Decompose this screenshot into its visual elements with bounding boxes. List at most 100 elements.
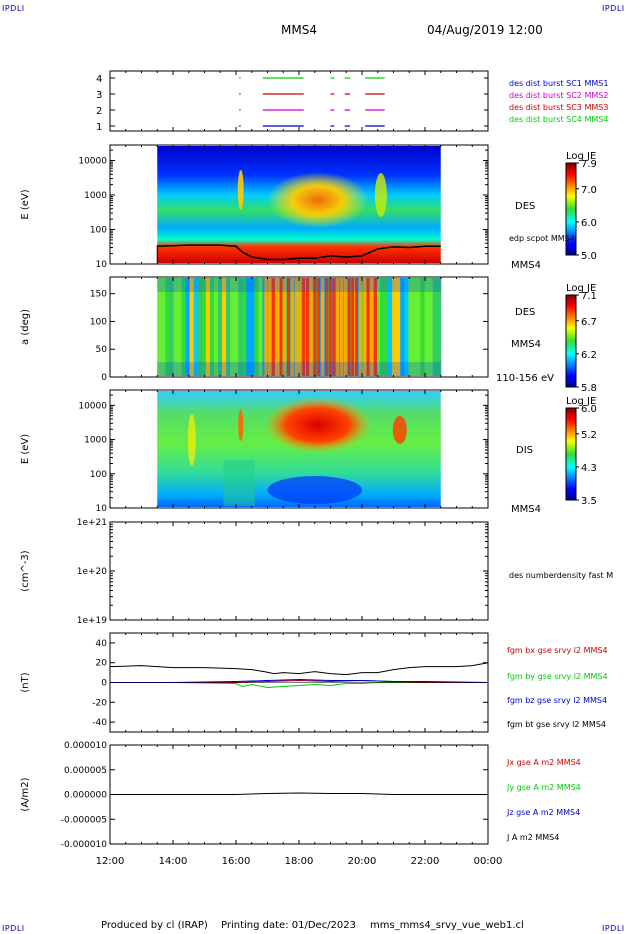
des-pitch-stripe xyxy=(242,278,247,376)
des-pitch-stripe xyxy=(359,278,365,376)
des-pitch-hot-stripe xyxy=(294,278,298,376)
fgm-y-tick-label: 40 xyxy=(96,639,108,649)
des-pitch-stripe xyxy=(432,278,438,376)
dis-energy-y-tick-label: 10 xyxy=(96,504,108,514)
des-pitch-hot-stripe xyxy=(358,278,362,376)
des-pitch-stripe xyxy=(213,278,219,376)
colorbar-tick-label: 5.2 xyxy=(581,430,597,441)
colorbar-tick-label: 4.3 xyxy=(581,463,597,474)
des-pitch-stripe xyxy=(404,278,409,376)
des-pitch-stripe xyxy=(367,278,373,376)
des-pitch-overlay xyxy=(157,362,441,376)
dis-energy-hot-region xyxy=(264,397,372,453)
corner-label-top-right: IPDLI xyxy=(602,4,625,13)
des-pitch-hot-stripe xyxy=(264,278,268,376)
des-pitch-hot-stripe xyxy=(362,278,366,376)
des-pitch-stripe xyxy=(185,278,191,376)
dis-energy-cold-region xyxy=(267,476,362,504)
corner-label-top-left: IPDLI xyxy=(2,4,25,13)
colorbar-tick-label: 6.2 xyxy=(581,350,597,361)
des-pitch-stripe xyxy=(424,278,430,376)
current-y-tick-label: 0.000005 xyxy=(64,766,107,776)
burst-y-tick-label: 1 xyxy=(96,122,102,133)
des-pitch-stripe xyxy=(408,278,413,376)
time-tick-label: 20:00 xyxy=(348,856,377,867)
colorbar-tick-label: 5.8 xyxy=(581,383,597,394)
des-pitch-stripe xyxy=(226,278,231,376)
des-energy-label: DES xyxy=(515,201,535,212)
dis-energy-ylabel: E (eV) xyxy=(20,434,31,464)
time-tick-label: 12:00 xyxy=(96,856,125,867)
footer-printing-date: Printing date: 01/Dec/2023 xyxy=(221,920,357,931)
panel-frames xyxy=(109,70,579,845)
density-ylabel: (cm^-3) xyxy=(20,550,31,591)
des-pitch-hot-stripe xyxy=(328,278,332,376)
des-pitch-stripe xyxy=(428,278,434,376)
des-pitch-stripe xyxy=(258,278,264,376)
des-pitch-hot-stripe xyxy=(343,278,347,376)
des-pitch-stripe xyxy=(181,278,187,376)
des-pitch-stripe xyxy=(412,278,418,376)
spacecraft-title: MMS4 xyxy=(281,23,317,37)
fgm-y-tick-label: 20 xyxy=(96,659,108,669)
des-pitch-energy-range: 110-156 eV xyxy=(496,373,554,384)
current-legend-entry: J A m2 MMS4 xyxy=(506,833,559,842)
colorbar-tick-label: 3.5 xyxy=(581,496,597,507)
des-pitch-y-tick-label: 100 xyxy=(90,317,107,327)
colorbar-tick-label: 7.1 xyxy=(581,291,597,302)
dis-energy-y-tick-label: 1000 xyxy=(84,436,107,446)
des-pitch-colorbar xyxy=(565,294,577,388)
colorbar-tick-label: 7.9 xyxy=(581,159,597,170)
des-pitch-stripe xyxy=(189,278,195,376)
des-energy-y-tick-label: 100 xyxy=(90,225,107,235)
des-pitch-hot-stripe xyxy=(336,278,340,376)
des-pitch-sc-label: MMS4 xyxy=(511,339,541,350)
des-pitch-stripe xyxy=(222,278,227,376)
des-pitch-hot-stripe xyxy=(355,278,359,376)
fgm_by-line xyxy=(110,682,488,688)
density-legend: des numberdensity fast M xyxy=(509,571,613,580)
corner-label-bottom-right: IPDLI xyxy=(602,924,625,933)
des-pitch-y-tick-label: 50 xyxy=(96,345,108,355)
footer-file: mms_mms4_srvy_vue_web1.cl xyxy=(370,920,524,931)
dis-energy-colorbar xyxy=(565,407,577,501)
des-pitch-stripe xyxy=(400,278,405,376)
des-pitch-label: DES xyxy=(515,307,535,318)
des-pitch-stripe xyxy=(230,278,235,376)
density-y-tick-label: 1e+21 xyxy=(77,518,107,528)
des-pitch-stripe xyxy=(161,278,166,376)
fgm-legend-entry: fgm bz gse srvy l2 MMS4 xyxy=(507,696,607,705)
des-pitch-hot-stripe xyxy=(317,278,321,376)
des-pitch-hot-stripe xyxy=(370,278,374,376)
time-tick-label: 00:00 xyxy=(474,856,503,867)
dis-energy-label: DIS xyxy=(516,445,533,456)
colorbar-tick-label: 6.0 xyxy=(581,404,597,415)
des-pitch-stripe xyxy=(157,278,162,376)
burst-legend-entry: des dist burst SC4 MMS4 xyxy=(509,115,608,124)
fgm-legend-entry: fgm bt gse srvy l2 MMS4 xyxy=(507,720,606,729)
des-energy-hot-region xyxy=(267,172,369,228)
des-pitch-stripe xyxy=(388,278,393,376)
des-pitch-ylabel: a (deg) xyxy=(20,309,31,345)
current-y-tick-label: -0.000005 xyxy=(61,815,107,825)
burst-y-tick-label: 2 xyxy=(96,106,102,117)
des-pitch-stripe xyxy=(392,278,397,376)
dis-energy-hot-region xyxy=(238,409,244,441)
burst-legend-entry: des dist burst SC2 MMS2 xyxy=(509,91,608,100)
des-pitch-hot-stripe xyxy=(309,278,313,376)
burst-legend-entry: des dist burst SC3 MMS3 xyxy=(509,103,608,112)
colorbar-tick-label: 7.0 xyxy=(581,185,597,196)
colorbar-title: Log JE xyxy=(566,396,596,407)
des-pitch-stripe xyxy=(201,278,207,376)
des-pitch-hot-stripe xyxy=(313,278,317,376)
colorbar-tick-label: 5.0 xyxy=(581,251,597,262)
colorbar-title: Log JE xyxy=(566,283,596,294)
des-pitch-stripe xyxy=(307,278,312,376)
des-energy-y-tick-label: 10000 xyxy=(78,156,107,166)
des-pitch-hot-stripe xyxy=(324,278,328,376)
des-pitch-hot-stripe xyxy=(275,278,279,376)
des-pitch-stripe xyxy=(165,278,170,376)
des-energy-hot-region xyxy=(237,170,244,210)
des-energy-ylabel: E (eV) xyxy=(20,189,31,219)
